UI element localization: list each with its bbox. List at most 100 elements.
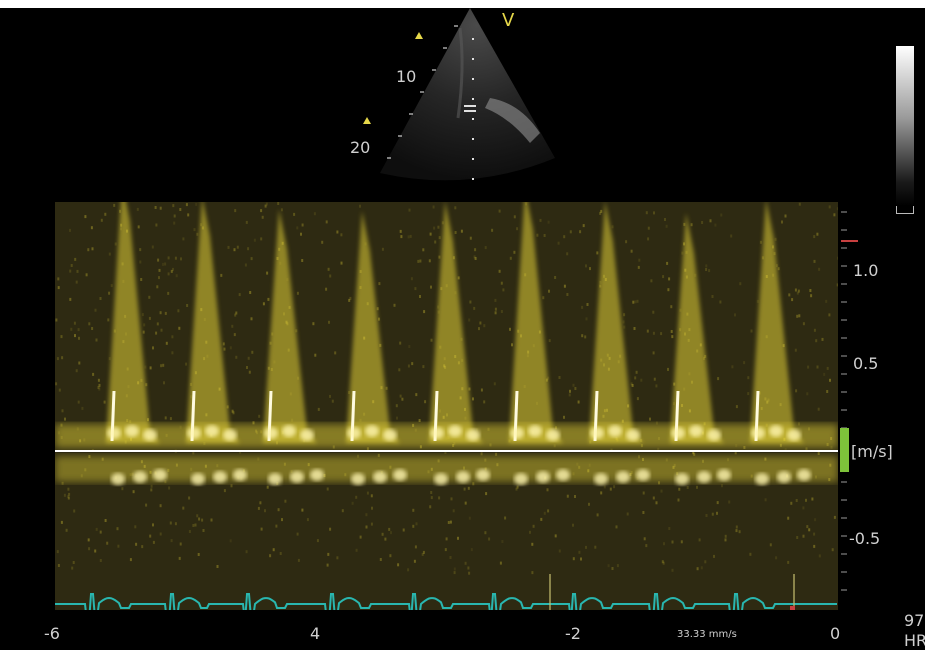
speckle	[421, 552, 424, 556]
speckle	[594, 545, 597, 549]
speckle	[784, 448, 787, 452]
doppler-envelope	[589, 202, 643, 443]
speckle	[480, 452, 483, 456]
speckle	[642, 511, 645, 514]
speckle	[284, 499, 287, 503]
speckle	[474, 257, 477, 260]
speckle	[572, 383, 575, 387]
speckle	[336, 230, 339, 234]
speckle	[269, 554, 272, 558]
doppler-blob	[528, 425, 542, 437]
speckle	[647, 226, 650, 230]
speckle	[74, 334, 76, 338]
speckle	[479, 321, 482, 325]
speckle	[156, 285, 159, 289]
speckle	[622, 320, 625, 324]
speckle	[735, 405, 738, 409]
speckle	[159, 504, 162, 508]
baseline-handle[interactable]	[840, 428, 849, 472]
speckle	[735, 529, 738, 533]
speckle	[655, 501, 658, 505]
doppler-envelope	[429, 202, 483, 443]
speckle	[85, 273, 88, 277]
speckle	[547, 509, 550, 513]
speckle	[178, 326, 181, 330]
speckle	[543, 511, 546, 515]
speckle	[543, 234, 546, 237]
speckle	[632, 300, 635, 304]
speckle	[162, 262, 164, 266]
speckle	[61, 356, 64, 360]
speckle	[566, 293, 569, 296]
speckle	[661, 560, 664, 564]
doppler-envelope	[750, 202, 804, 443]
speckle	[100, 218, 103, 222]
speckle	[794, 348, 797, 352]
speckle	[558, 549, 561, 553]
speckle	[379, 558, 382, 561]
speckle	[163, 381, 165, 385]
velocity-tick-label: 1.0	[853, 261, 879, 280]
speckle	[245, 550, 248, 554]
speckle	[655, 421, 658, 425]
speckle	[250, 257, 253, 261]
speckle	[813, 259, 816, 263]
doppler-blob	[107, 427, 121, 439]
speckle	[317, 407, 320, 411]
speckle	[192, 524, 195, 527]
speckle	[607, 564, 610, 568]
speckle	[233, 333, 236, 337]
speckle	[139, 248, 142, 252]
speckle	[76, 269, 79, 273]
speckle	[660, 489, 663, 493]
speckle	[104, 212, 107, 216]
speckle	[251, 350, 254, 354]
speckle	[295, 329, 298, 333]
speckle	[216, 565, 219, 568]
speckle	[422, 550, 425, 554]
speckle	[434, 240, 437, 244]
grayscale-bar	[896, 46, 914, 206]
speckle	[393, 303, 396, 307]
speckle	[159, 532, 162, 536]
speckle	[441, 221, 444, 225]
speckle	[63, 493, 66, 497]
speckle	[399, 394, 402, 398]
time-tick-label: 4	[310, 624, 321, 643]
speckle	[734, 313, 736, 317]
speckle	[652, 351, 655, 355]
speckle	[234, 313, 237, 317]
speckle	[817, 452, 820, 455]
speckle	[635, 370, 638, 374]
speckle	[668, 527, 671, 530]
speckle	[836, 207, 838, 211]
speckle	[417, 259, 420, 263]
speckle	[201, 518, 204, 522]
speckle	[173, 214, 176, 218]
doppler-blob	[264, 427, 278, 439]
speckle	[293, 212, 296, 216]
speckle	[329, 274, 332, 278]
speckle	[266, 485, 269, 489]
speckle	[445, 537, 448, 541]
speckle	[55, 382, 58, 386]
speckle	[488, 537, 491, 541]
speckle	[790, 501, 793, 505]
speckle	[634, 376, 637, 380]
speckle	[670, 330, 673, 333]
speckle	[257, 506, 260, 510]
speckle	[574, 495, 576, 498]
speckle	[483, 324, 486, 328]
speckle	[472, 482, 475, 486]
speckle	[504, 516, 507, 520]
speckle	[314, 353, 317, 357]
speckle	[511, 343, 513, 347]
speckle	[802, 534, 805, 538]
speckle	[81, 406, 84, 410]
speckle	[175, 274, 178, 278]
speckle	[296, 291, 299, 295]
speckle	[94, 308, 97, 312]
speckle	[759, 240, 762, 244]
speckle	[140, 278, 143, 281]
